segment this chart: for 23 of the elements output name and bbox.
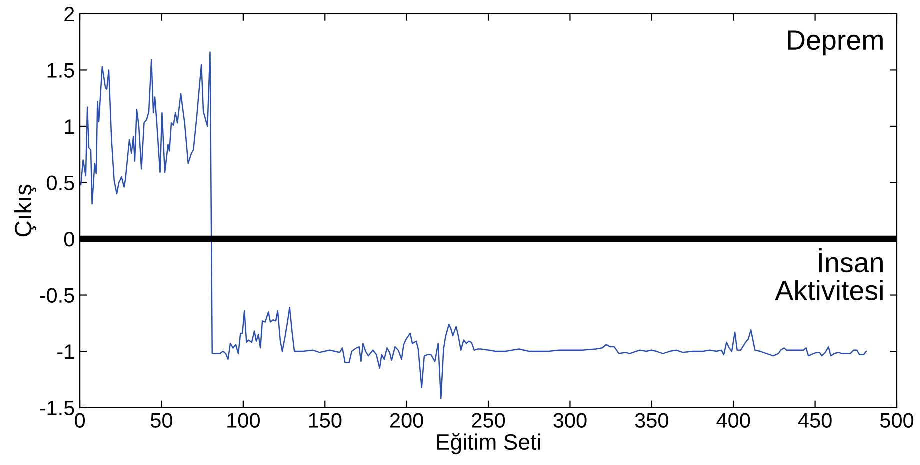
x-tick-label: 300 xyxy=(554,413,587,428)
y-tick-label: 0 xyxy=(64,232,74,247)
y-tick-label: -1.5 xyxy=(40,401,74,416)
y-tick-label: 2 xyxy=(64,6,74,22)
x-tick-label: 350 xyxy=(635,413,668,428)
y-tick-label: 0.5 xyxy=(47,176,74,190)
x-tick-label: 400 xyxy=(716,413,750,428)
x-tick-label: 450 xyxy=(798,413,832,428)
y-tick-label: 1.5 xyxy=(48,63,74,78)
x-tick-label: 100 xyxy=(228,413,260,428)
x-tick-label: 150 xyxy=(309,413,342,428)
y-tick-label: -0.5 xyxy=(40,288,74,304)
annotation: İnsan Aktivitesi xyxy=(775,248,883,301)
y-tick-label: 1 xyxy=(65,120,74,134)
y-tick-label: -1 xyxy=(58,344,74,360)
x-tick-label: 200 xyxy=(390,413,424,428)
x-tick-label: 250 xyxy=(472,413,506,428)
x-tick-label: 50 xyxy=(150,413,173,428)
y-axis-title: Çıkış xyxy=(14,184,37,237)
x-tick-label: 0 xyxy=(75,413,86,428)
x-tick-label: 500 xyxy=(880,413,914,428)
annotation: Deprem xyxy=(788,30,883,56)
x-axis-title: Eğitim Seti xyxy=(437,433,540,454)
